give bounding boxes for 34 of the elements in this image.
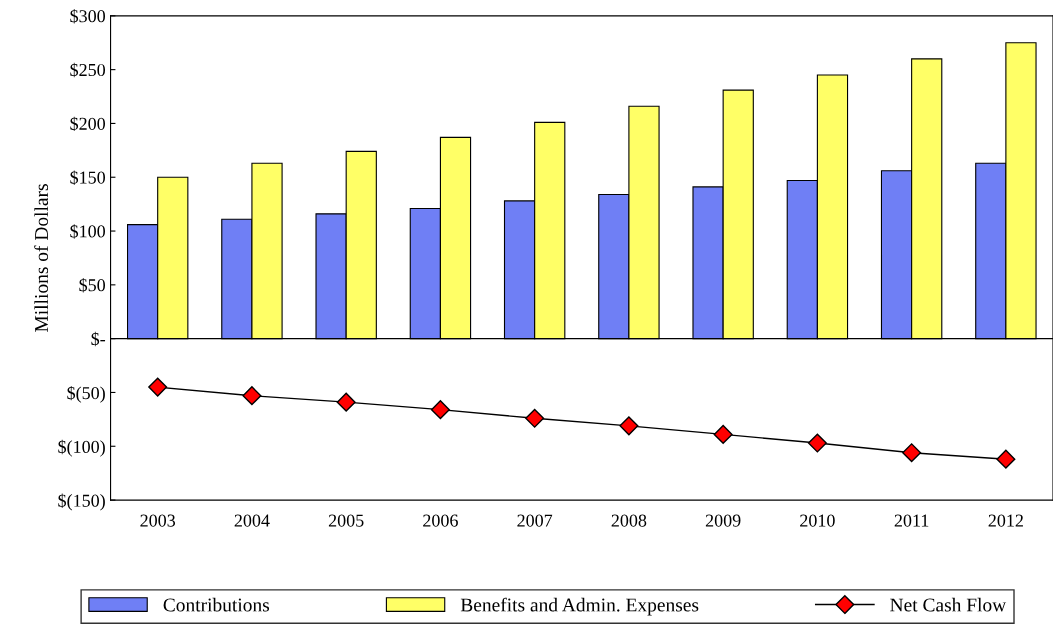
x-tick-label: 2004 xyxy=(234,514,270,527)
point xyxy=(525,408,545,428)
x-tick-label: 2012 xyxy=(988,514,1023,527)
y-tick-label: $(150) xyxy=(58,493,105,511)
point xyxy=(242,386,262,406)
x-tick-label: 2005 xyxy=(328,514,364,527)
x-tick-label: 2009 xyxy=(705,514,741,527)
x-tick-label: 2010 xyxy=(800,514,835,527)
x-tick-label: 2006 xyxy=(423,514,458,527)
point xyxy=(713,424,733,444)
y-axis-title: Millions of Dollars xyxy=(34,184,49,332)
x-tick-label: 2003 xyxy=(140,514,176,527)
y-tick-label: $250 xyxy=(70,62,106,78)
y-tick-label: $300 xyxy=(70,9,106,24)
y-tick-label: $(100) xyxy=(58,439,105,457)
y-tick-label: $(50) xyxy=(67,385,105,403)
y-tick-label: $50 xyxy=(79,278,106,293)
x-tick-label: 2007 xyxy=(517,514,553,527)
point xyxy=(430,400,450,420)
y-tick-label: $200 xyxy=(70,116,106,132)
point xyxy=(619,416,639,436)
y-tick-label: $150 xyxy=(70,170,106,185)
point xyxy=(902,443,922,463)
legend-label: Contributions xyxy=(163,597,270,612)
legend-label: Benefits and Admin. Expenses xyxy=(460,597,699,616)
point xyxy=(148,377,168,397)
x-tick-label: 2011 xyxy=(894,514,929,527)
legend-label: Net Cash Flow xyxy=(890,597,1007,612)
point xyxy=(336,392,356,412)
y-tick-label: $100 xyxy=(70,224,106,239)
point xyxy=(807,433,827,453)
point xyxy=(996,449,1016,469)
x-tick-label: 2008 xyxy=(611,514,647,527)
y-tick-label: $- xyxy=(91,331,106,347)
